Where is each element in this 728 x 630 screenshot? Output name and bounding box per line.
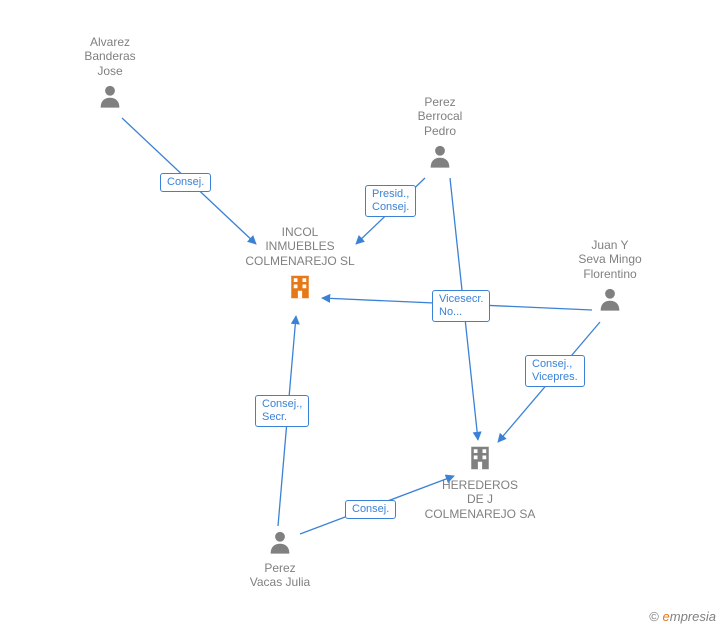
person-icon [96,82,124,115]
edge-label[interactable]: Consej., Secr. [255,395,309,427]
building-icon [465,443,495,478]
node-herederos[interactable]: HEREDEROS DE J COLMENAREJO SA [410,443,550,525]
node-perez_berrocal[interactable]: Perez Berrocal Pedro [370,95,510,175]
person-icon [596,285,624,313]
person-icon [96,82,124,110]
edge-label[interactable]: Presid., Consej. [365,185,416,217]
copyright-symbol: © [649,609,659,624]
edge-label[interactable]: Consej., Vicepres. [525,355,585,387]
brand-first-letter: e [663,609,670,624]
person-icon [266,528,294,556]
node-label: Juan Y Seva Mingo Florentino [540,238,680,281]
person-icon [266,528,294,561]
node-alvarez[interactable]: Alvarez Banderas Jose [40,35,180,115]
watermark: © empresia [649,609,716,624]
node-label: HEREDEROS DE J COLMENAREJO SA [410,478,550,521]
edge-label[interactable]: Consej. [345,500,396,519]
node-juan_seva[interactable]: Juan Y Seva Mingo Florentino [540,238,680,318]
person-icon [426,142,454,175]
node-perez_vacas[interactable]: Perez Vacas Julia [210,528,350,594]
building-icon [285,272,315,302]
edge-label[interactable]: Vicesecr. No... [432,290,490,322]
node-label: Perez Vacas Julia [210,561,350,590]
building-icon [465,443,495,473]
node-label: INCOL INMUEBLES COLMENAREJO SL [230,225,370,268]
network-diagram: Alvarez Banderas Jose Perez Berrocal Ped… [0,0,728,630]
person-icon [426,142,454,170]
node-label: Alvarez Banderas Jose [40,35,180,78]
building-icon [285,272,315,307]
edge-label[interactable]: Consej. [160,173,211,192]
person-icon [596,285,624,318]
node-label: Perez Berrocal Pedro [370,95,510,138]
node-incol[interactable]: INCOL INMUEBLES COLMENAREJO SL [230,225,370,307]
brand-rest: mpresia [670,609,716,624]
